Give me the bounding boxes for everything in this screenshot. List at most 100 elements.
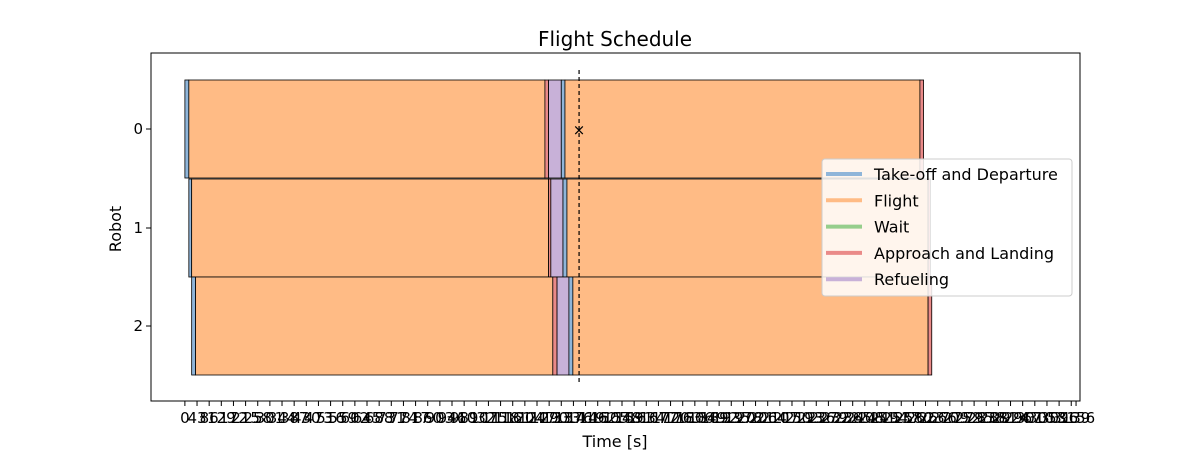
x-axis-ticks: 0438612917221525830134438743047351655960… [180, 401, 1095, 427]
x-tick-label-33: 1419 [566, 409, 604, 427]
x-tick-label-70: 3010 [1016, 409, 1054, 427]
x-tick-label-22: 946 [438, 409, 467, 427]
x-tick-label-51: 2193 [785, 409, 823, 427]
x-tick-label-30: 1290 [530, 409, 568, 427]
x-tick-label-35: 1505 [591, 409, 629, 427]
x-axis-label: Time [s] [581, 432, 647, 450]
x-tick-label-19: 817 [401, 409, 430, 427]
gantt-bar-robot0-4 [560, 79, 566, 179]
gantt-bar-robot1-10 [550, 178, 564, 278]
x-tick-label-71: 3053 [1028, 409, 1066, 427]
x-tick-label-69: 2967 [1004, 409, 1042, 427]
x-tick-label-47: 2021 [736, 409, 774, 427]
x-tick-label-59: 2537 [882, 409, 920, 427]
gantt-bar-robot0-1 [188, 79, 546, 179]
gantt-bar-robot0-0 [184, 79, 190, 179]
gantt-bar-robot1-7 [188, 178, 193, 278]
x-tick-label-16: 688 [365, 409, 394, 427]
x-tick-label-41: 1763 [664, 409, 702, 427]
x-tick-label-40: 1720 [651, 409, 689, 427]
x-tick-label-7: 301 [256, 409, 285, 427]
gantt-bar-robot1-11 [562, 178, 568, 278]
x-tick-label-29: 1247 [518, 409, 556, 427]
x-tick-label-28: 1204 [506, 409, 544, 427]
y-axis-label: Robot [106, 206, 125, 252]
x-tick-label-14: 602 [341, 409, 370, 427]
x-tick-label-44: 1892 [700, 409, 738, 427]
x-tick-label-56: 2408 [846, 409, 884, 427]
gantt-bar-robot1-8 [191, 178, 549, 278]
legend: Take-off and Departure Flight Wait Approach… [821, 158, 1073, 297]
x-tick-label-73: 3139 [1052, 409, 1090, 427]
x-tick-label-2: 86 [200, 409, 219, 427]
x-tick-label-61: 2623 [906, 409, 944, 427]
current-time-marker: × [573, 121, 586, 139]
legend-label-3: Approach and Landing [874, 244, 1054, 263]
x-tick-label-55: 2365 [834, 409, 872, 427]
gantt-bar-robot2-14 [191, 276, 197, 376]
y-tick-label-2: 2 [133, 317, 143, 335]
x-tick-label-6: 258 [243, 409, 272, 427]
y-tick-label-0: 0 [133, 120, 143, 138]
gantt-bar-robot2-18 [568, 276, 574, 376]
x-tick-label-34: 1462 [579, 409, 617, 427]
x-tick-label-11: 473 [304, 409, 333, 427]
gantt-bar-robot0-2 [544, 79, 549, 179]
x-tick-label-36: 1548 [603, 409, 641, 427]
x-tick-label-5: 215 [231, 409, 260, 427]
x-tick-label-48: 2064 [749, 409, 787, 427]
x-tick-label-63: 2709 [931, 409, 969, 427]
x-tick-label-27: 1161 [494, 409, 532, 427]
x-tick-label-38: 1634 [627, 409, 665, 427]
x-tick-label-15: 645 [353, 409, 382, 427]
x-tick-label-4: 172 [219, 409, 248, 427]
x-tick-label-65: 2795 [955, 409, 993, 427]
chart-title: Flight Schedule [538, 27, 692, 51]
legend-label-2: Wait [874, 218, 909, 237]
x-tick-label-67: 2881 [979, 409, 1017, 427]
x-tick-label-53: 2279 [809, 409, 847, 427]
x-tick-label-1: 43 [187, 409, 206, 427]
x-tick-label-37: 1591 [615, 409, 653, 427]
x-tick-label-66: 2838 [967, 409, 1005, 427]
x-tick-label-13: 559 [328, 409, 357, 427]
x-tick-label-21: 903 [426, 409, 455, 427]
x-tick-label-57: 2451 [858, 409, 896, 427]
x-tick-label-23: 989 [450, 409, 479, 427]
y-axis-ticks: 0 1 2 [133, 120, 151, 335]
x-tick-label-46: 1978 [724, 409, 762, 427]
x-tick-label-25: 1075 [469, 409, 507, 427]
x-tick-label-45: 1935 [712, 409, 750, 427]
x-tick-label-42: 1806 [676, 409, 714, 427]
x-tick-label-24: 1032 [457, 409, 495, 427]
gantt-bar-robot2-17 [556, 276, 570, 376]
gantt-bar-robot0-3 [548, 79, 562, 179]
x-tick-label-18: 774 [389, 409, 418, 427]
plot-frame [150, 52, 1081, 402]
x-tick-label-17: 731 [377, 409, 406, 427]
x-tick-label-62: 2666 [919, 409, 957, 427]
x-tick-label-8: 344 [268, 409, 297, 427]
legend-box [821, 158, 1073, 297]
x-tick-label-9: 387 [280, 409, 309, 427]
legend-label-1: Flight [874, 191, 919, 210]
legend-label-4: Refueling [874, 270, 949, 289]
x-tick-label-49: 2107 [761, 409, 799, 427]
legend-label-0: Take-off and Departure [873, 165, 1058, 184]
y-tick-label-1: 1 [133, 219, 143, 237]
gantt-bars [184, 79, 933, 376]
x-tick-label-43: 1849 [688, 409, 726, 427]
x-tick-label-52: 2236 [797, 409, 835, 427]
x-tick-label-32: 1376 [554, 409, 592, 427]
gantt-bar-robot2-15 [195, 276, 554, 376]
x-tick-label-58: 2494 [870, 409, 908, 427]
legend-items: Take-off and Departure Flight Wait Approach… [826, 165, 1058, 289]
current-time-group: × [573, 70, 586, 385]
x-tick-label-0: 0 [180, 409, 190, 427]
x-tick-label-64: 2752 [943, 409, 981, 427]
x-tick-label-50: 2150 [773, 409, 811, 427]
x-tick-label-68: 2924 [991, 409, 1029, 427]
x-tick-label-54: 2322 [821, 409, 859, 427]
gantt-bar-robot2-16 [552, 276, 558, 376]
